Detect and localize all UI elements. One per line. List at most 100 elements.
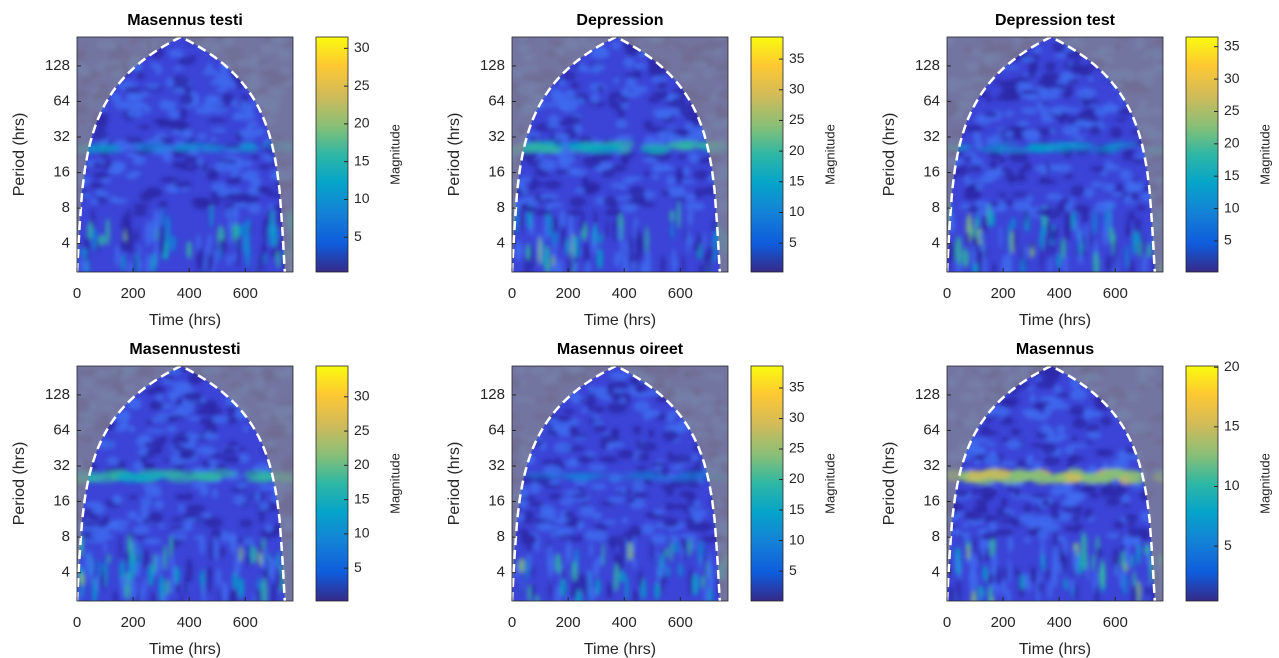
blob bbox=[153, 208, 159, 226]
blob bbox=[692, 573, 699, 596]
y-tick-label: 4 bbox=[62, 235, 70, 252]
blob bbox=[1130, 210, 1135, 223]
blob bbox=[1077, 110, 1098, 122]
blob bbox=[156, 413, 172, 418]
blob bbox=[693, 500, 702, 508]
blob bbox=[92, 128, 108, 141]
blob bbox=[571, 560, 578, 582]
y-tick-label: 128 bbox=[45, 57, 70, 74]
colorbar-tick-label: 35 bbox=[789, 379, 805, 395]
blob bbox=[969, 164, 983, 172]
blob bbox=[1072, 514, 1081, 523]
blob bbox=[213, 248, 218, 266]
blob bbox=[1110, 192, 1125, 197]
band-blob bbox=[239, 142, 258, 150]
blob bbox=[603, 195, 617, 207]
blob bbox=[137, 446, 148, 457]
blob bbox=[195, 106, 215, 115]
blob bbox=[635, 385, 645, 394]
blob bbox=[1086, 424, 1099, 433]
y-axis-label: Period (hrs) bbox=[11, 113, 28, 197]
blob bbox=[991, 406, 1011, 417]
blob bbox=[621, 517, 629, 524]
blob bbox=[1027, 453, 1034, 465]
blob bbox=[1096, 546, 1103, 560]
blob bbox=[1017, 120, 1030, 127]
blob bbox=[534, 208, 553, 216]
blob bbox=[654, 581, 660, 601]
blob bbox=[81, 532, 92, 538]
blob bbox=[1083, 507, 1093, 519]
blob bbox=[691, 454, 700, 462]
blob bbox=[1072, 388, 1086, 394]
blob bbox=[242, 425, 249, 432]
blob bbox=[1063, 254, 1068, 272]
colorbar-tick-label: 5 bbox=[1224, 232, 1232, 248]
blob bbox=[982, 564, 988, 582]
blob bbox=[1049, 372, 1056, 379]
blob bbox=[553, 242, 557, 259]
blob bbox=[1115, 183, 1124, 193]
blob bbox=[183, 492, 194, 501]
blob bbox=[211, 182, 228, 193]
blob bbox=[584, 529, 594, 541]
blob bbox=[655, 549, 659, 577]
blob bbox=[707, 551, 712, 578]
blob bbox=[607, 94, 615, 107]
blob bbox=[145, 83, 160, 90]
blob bbox=[1056, 253, 1062, 269]
colorbar-tick-label: 15 bbox=[354, 490, 370, 506]
blob bbox=[990, 201, 999, 207]
colorbar-tick-label: 25 bbox=[354, 77, 370, 93]
x-tick-label: 200 bbox=[991, 285, 1016, 302]
blob bbox=[107, 553, 111, 564]
blob bbox=[1063, 446, 1075, 455]
blob bbox=[956, 577, 962, 601]
blob bbox=[1006, 439, 1023, 450]
x-tick-label: 200 bbox=[991, 614, 1016, 631]
y-tick-label: 8 bbox=[62, 199, 70, 216]
blob bbox=[1033, 46, 1043, 54]
blob bbox=[950, 529, 964, 536]
blob bbox=[213, 161, 233, 173]
blob bbox=[1070, 585, 1074, 598]
y-tick-label: 32 bbox=[923, 457, 940, 474]
blob bbox=[632, 589, 639, 601]
blob bbox=[514, 560, 520, 582]
blob bbox=[578, 399, 598, 404]
blob bbox=[983, 514, 998, 523]
blob bbox=[1076, 87, 1096, 100]
blob bbox=[227, 217, 233, 245]
blob bbox=[529, 583, 536, 599]
panel: 0 200 400 600 4 8 16 32 64 128 Masennus testi Time … bbox=[11, 12, 402, 329]
blob bbox=[160, 177, 179, 184]
blob bbox=[993, 96, 1009, 101]
panel: 0 200 400 600 4 8 16 32 64 128 Masennus Time (hrs) P… bbox=[881, 341, 1272, 658]
blob bbox=[204, 431, 214, 438]
blob bbox=[247, 202, 262, 214]
blob bbox=[1036, 101, 1044, 111]
blob bbox=[238, 447, 246, 452]
blob bbox=[536, 521, 552, 532]
blob bbox=[184, 520, 192, 530]
blob bbox=[607, 402, 627, 414]
blob bbox=[1062, 107, 1080, 113]
blob bbox=[1021, 408, 1039, 416]
blob bbox=[962, 248, 970, 268]
colorbar-tick-label: 10 bbox=[354, 525, 370, 541]
blob bbox=[210, 127, 227, 133]
blob bbox=[142, 578, 147, 597]
blob bbox=[657, 92, 669, 100]
blob bbox=[1081, 207, 1089, 224]
blob bbox=[676, 154, 688, 160]
blob bbox=[650, 533, 668, 545]
blob bbox=[582, 155, 602, 168]
blob bbox=[1094, 106, 1109, 117]
blob bbox=[529, 244, 535, 272]
x-tick-label: 400 bbox=[612, 285, 637, 302]
blob bbox=[1063, 525, 1075, 532]
blob bbox=[139, 456, 147, 465]
band-blob bbox=[676, 140, 709, 150]
blob bbox=[1082, 483, 1097, 494]
y-tick-label: 128 bbox=[480, 386, 505, 403]
